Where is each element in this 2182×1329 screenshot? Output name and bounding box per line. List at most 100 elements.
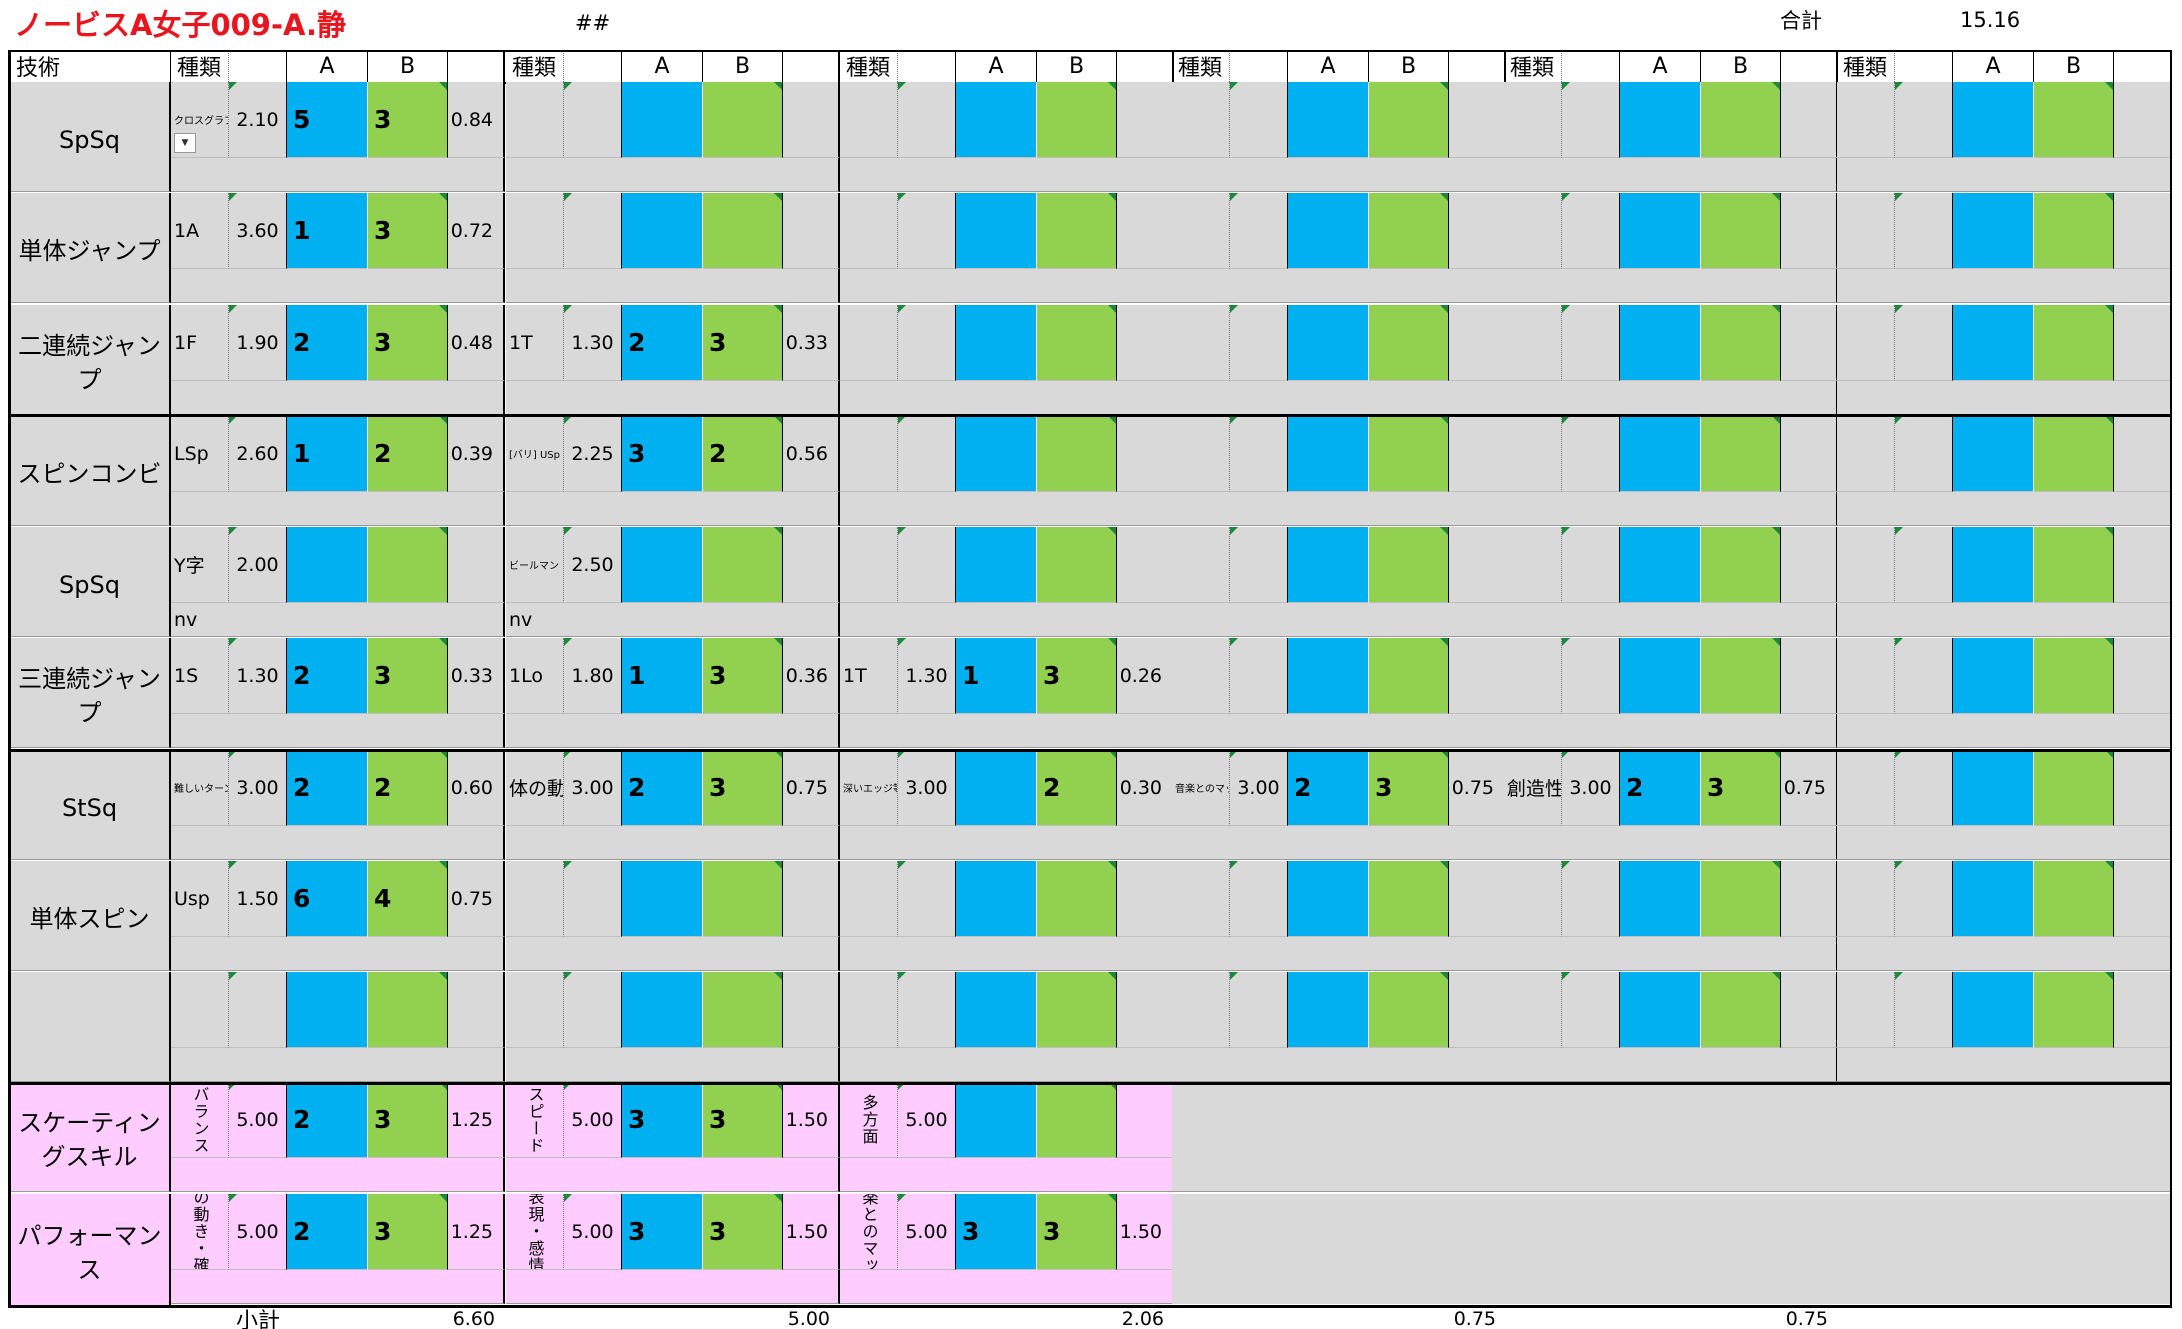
base-value[interactable]: [1895, 416, 1953, 492]
element-result[interactable]: [1449, 527, 1506, 603]
element-kind[interactable]: 1A: [171, 193, 229, 269]
header-a[interactable]: A: [956, 50, 1037, 82]
element-note[interactable]: [1172, 381, 1506, 415]
judge-a-score[interactable]: 2: [1288, 750, 1369, 826]
judge-b-score[interactable]: [2034, 750, 2114, 826]
base-value[interactable]: 3.00: [1230, 750, 1288, 826]
base-value[interactable]: [1562, 82, 1620, 158]
element-note[interactable]: [840, 937, 1174, 971]
judge-b-score[interactable]: [1369, 527, 1449, 603]
element-result[interactable]: 0.84: [448, 82, 505, 158]
element-kind[interactable]: [1837, 861, 1895, 937]
header-b[interactable]: B: [1037, 50, 1117, 82]
judge-b-score[interactable]: [2034, 861, 2114, 937]
base-value[interactable]: [898, 305, 956, 381]
judge-b-score[interactable]: 3: [1369, 750, 1449, 826]
element-kind[interactable]: [1172, 861, 1230, 937]
judge-b-score[interactable]: [368, 527, 448, 603]
element-result[interactable]: 0.75: [1449, 750, 1506, 826]
element-kind[interactable]: [506, 861, 564, 937]
judge-b-score[interactable]: [1037, 193, 1117, 269]
judge-a-score[interactable]: [1953, 527, 2034, 603]
element-note[interactable]: [506, 492, 840, 526]
element-note[interactable]: [1172, 158, 1506, 192]
header-blank[interactable]: [1230, 50, 1288, 82]
judge-b-score[interactable]: [1369, 638, 1449, 714]
element-result[interactable]: [1781, 193, 1838, 269]
judge-b-score[interactable]: [1369, 193, 1449, 269]
element-result[interactable]: 1.50: [783, 1082, 840, 1158]
element-result[interactable]: [2114, 82, 2171, 158]
skill-name[interactable]: StSq: [10, 750, 171, 860]
base-value[interactable]: [1562, 527, 1620, 603]
judge-b-score[interactable]: [2034, 416, 2114, 492]
element-result[interactable]: [2114, 193, 2171, 269]
judge-a-score[interactable]: [956, 82, 1037, 158]
base-value[interactable]: 2.10: [229, 82, 287, 158]
judge-a-score[interactable]: [1620, 193, 1701, 269]
element-note[interactable]: [506, 1158, 840, 1192]
base-value[interactable]: [1562, 638, 1620, 714]
base-value[interactable]: [229, 972, 287, 1048]
element-kind[interactable]: [1504, 193, 1562, 269]
element-result[interactable]: [2114, 972, 2171, 1048]
element-kind[interactable]: [1504, 82, 1562, 158]
subtotal-value[interactable]: [2087, 1308, 2171, 1329]
element-note[interactable]: [171, 937, 505, 971]
base-value[interactable]: [1895, 527, 1953, 603]
element-note[interactable]: [1172, 1048, 1506, 1082]
sheet-title[interactable]: ノービスA女子009-A.静: [14, 8, 347, 42]
judge-b-score[interactable]: 2: [368, 750, 448, 826]
judge-b-score[interactable]: [2034, 972, 2114, 1048]
subtotal-value[interactable]: 2.06: [1121, 1308, 1164, 1329]
base-value[interactable]: 5.00: [564, 1082, 622, 1158]
subtotal-value[interactable]: 0.75: [1453, 1308, 1496, 1329]
element-result[interactable]: [1449, 638, 1506, 714]
judge-b-score[interactable]: 3: [703, 750, 783, 826]
element-note[interactable]: [171, 1048, 505, 1082]
judge-b-score[interactable]: [1037, 972, 1117, 1048]
element-kind[interactable]: Y字: [171, 527, 229, 603]
judge-a-score[interactable]: [1288, 416, 1369, 492]
element-result[interactable]: [1449, 193, 1506, 269]
judge-a-score[interactable]: [1620, 305, 1701, 381]
judge-b-score[interactable]: 4: [368, 861, 448, 937]
judge-b-score[interactable]: [1701, 193, 1781, 269]
element-result[interactable]: [1117, 527, 1174, 603]
element-kind[interactable]: [1504, 972, 1562, 1048]
skill-name[interactable]: 単体ジャンプ: [10, 193, 171, 303]
base-value[interactable]: [898, 527, 956, 603]
element-note[interactable]: [1837, 492, 2171, 526]
judge-a-score[interactable]: 2: [1620, 750, 1701, 826]
top-mark[interactable]: ##: [575, 11, 611, 35]
base-value[interactable]: 5.00: [898, 1194, 956, 1270]
element-note[interactable]: [1837, 937, 2171, 971]
element-kind[interactable]: [1172, 638, 1230, 714]
judge-a-score[interactable]: [956, 861, 1037, 937]
base-value[interactable]: [1562, 305, 1620, 381]
header-b[interactable]: B: [1701, 50, 1781, 82]
element-note[interactable]: [171, 492, 505, 526]
element-kind[interactable]: [1172, 416, 1230, 492]
base-value[interactable]: [1895, 305, 1953, 381]
element-kind[interactable]: [1172, 527, 1230, 603]
element-note[interactable]: [506, 937, 840, 971]
element-kind[interactable]: [1504, 638, 1562, 714]
judge-b-score[interactable]: [1701, 972, 1781, 1048]
element-result[interactable]: [1449, 861, 1506, 937]
skill-name[interactable]: [10, 972, 171, 1082]
element-note[interactable]: [1504, 826, 1838, 860]
element-kind[interactable]: [1837, 527, 1895, 603]
subtotal-label[interactable]: 小計: [236, 1308, 281, 1329]
subtotal-value[interactable]: 5.00: [787, 1308, 830, 1329]
element-note[interactable]: [171, 269, 505, 303]
header-a[interactable]: A: [1620, 50, 1701, 82]
header-blank[interactable]: [1781, 50, 1838, 82]
element-note[interactable]: [1504, 1048, 1838, 1082]
judge-a-score[interactable]: 3: [622, 1082, 703, 1158]
judge-b-score[interactable]: [1369, 861, 1449, 937]
judge-a-score[interactable]: [1288, 82, 1369, 158]
judge-a-score[interactable]: [956, 527, 1037, 603]
judge-b-score[interactable]: [703, 82, 783, 158]
header-blank[interactable]: [1895, 50, 1953, 82]
